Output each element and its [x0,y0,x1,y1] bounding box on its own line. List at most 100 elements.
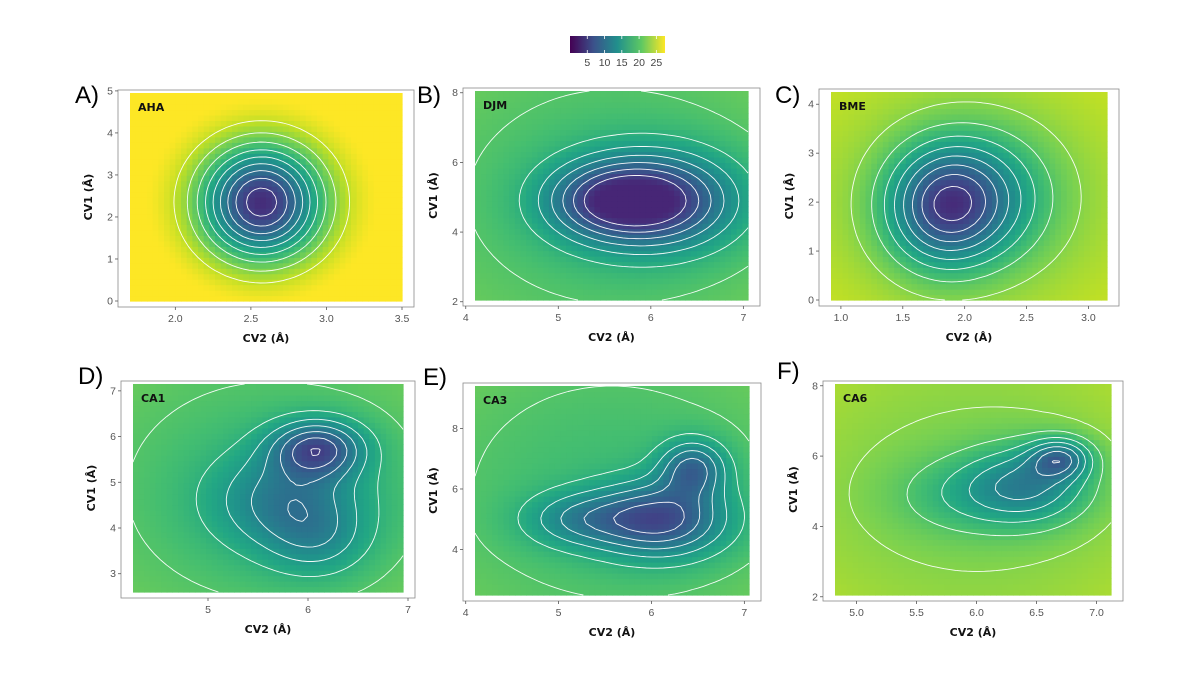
heatmap-cell [334,126,340,132]
heatmap-cell [634,267,640,273]
heatmap-cell [255,164,261,170]
heatmap-cell [192,274,198,280]
heatmap-cell [1015,240,1021,246]
heatmap-cell [935,273,941,279]
heatmap-cell [629,256,635,262]
heatmap-cell [1078,185,1084,191]
heatmap-cell [385,252,391,258]
heatmap-cell [345,235,351,241]
heatmap-cell [629,251,635,257]
heatmap-cell [549,256,555,262]
heatmap-cell [187,285,193,291]
heatmap-cell [594,289,600,295]
heatmap-cell [600,212,606,218]
heatmap-cell [509,124,515,130]
heatmap-cell [340,285,346,291]
heatmap-cell [198,202,204,208]
heatmap-cell [130,115,136,121]
heatmap-cell [538,240,544,246]
heatmap-cell [277,115,283,121]
heatmap-cell [515,135,521,141]
heatmap-cell [226,268,232,274]
heatmap-cell [549,113,555,119]
heatmap-cell [158,93,164,99]
heatmap-cell [986,185,992,191]
heatmap-cell [969,273,975,279]
heatmap-cell [566,256,572,262]
heatmap-cell [720,130,726,136]
heatmap-cell [877,191,883,197]
heatmap-cell [368,246,374,252]
heatmap-cell [640,163,646,169]
heatmap-cell [289,131,295,137]
heatmap-cell [623,179,629,185]
heatmap-cell [929,174,935,180]
heatmap-cell [877,256,883,262]
heatmap-cell [577,267,583,273]
heatmap-cell [837,295,843,301]
heatmap-cell [577,284,583,290]
heatmap-cell [589,113,595,119]
heatmap-cell [481,185,487,191]
heatmap-cell [894,278,900,284]
heatmap-cell [572,124,578,130]
heatmap-cell [975,245,981,251]
heatmap-cell [396,197,402,203]
heatmap-cell [277,285,283,291]
heatmap-cell [1101,196,1107,202]
heatmap-cell [340,246,346,252]
heatmap-cell [396,235,402,241]
heatmap-cell [646,234,652,240]
heatmap-cell [357,246,363,252]
heatmap-cell [555,278,561,284]
heatmap-cell [192,109,198,115]
heatmap-cell [147,279,153,285]
heatmap-cell [900,152,906,158]
heatmap-cell [906,278,912,284]
heatmap-cell [837,158,843,164]
heatmap-cell [238,93,244,99]
heatmap-cell [640,212,646,218]
heatmap-cell [900,207,906,213]
heatmap-cell [952,191,958,197]
heatmap-cell [526,119,532,125]
heatmap-cell [294,98,300,104]
heatmap-cell [209,274,215,280]
heatmap-cell [742,185,748,191]
heatmap-cell [374,170,380,176]
heatmap-cell [646,289,652,295]
heatmap-cell [323,153,329,159]
heatmap-cell [340,148,346,154]
heatmap-cell [612,179,618,185]
heatmap-cell [385,120,391,126]
heatmap-cell [323,263,329,269]
heatmap-cell [158,219,164,225]
heatmap-cell [391,285,397,291]
heatmap-cell [232,186,238,192]
heatmap-cell [141,241,147,247]
heatmap-cell [498,174,504,180]
heatmap-cell [357,268,363,274]
heatmap-cell [311,257,317,263]
x-tick-label: 3.5 [395,313,410,325]
heatmap-cell [164,93,170,99]
heatmap-cell [164,246,170,252]
heatmap-cell [860,218,866,224]
heatmap-cell [1101,295,1107,301]
heatmap-cell [566,262,572,268]
heatmap-cell [640,135,646,141]
heatmap-cell [379,164,385,170]
heatmap-cell [617,256,623,262]
heatmap-cell [697,146,703,152]
heatmap-cell [1050,163,1056,169]
heatmap-cell [549,141,555,147]
heatmap-cell [249,131,255,137]
heatmap-cell [866,185,872,191]
heatmap-cell [731,124,737,130]
heatmap-cell [612,240,618,246]
heatmap-cell [141,208,147,214]
heatmap-cell [889,240,895,246]
heatmap-cell [894,174,900,180]
heatmap-cell [577,251,583,257]
heatmap-cell [594,190,600,196]
